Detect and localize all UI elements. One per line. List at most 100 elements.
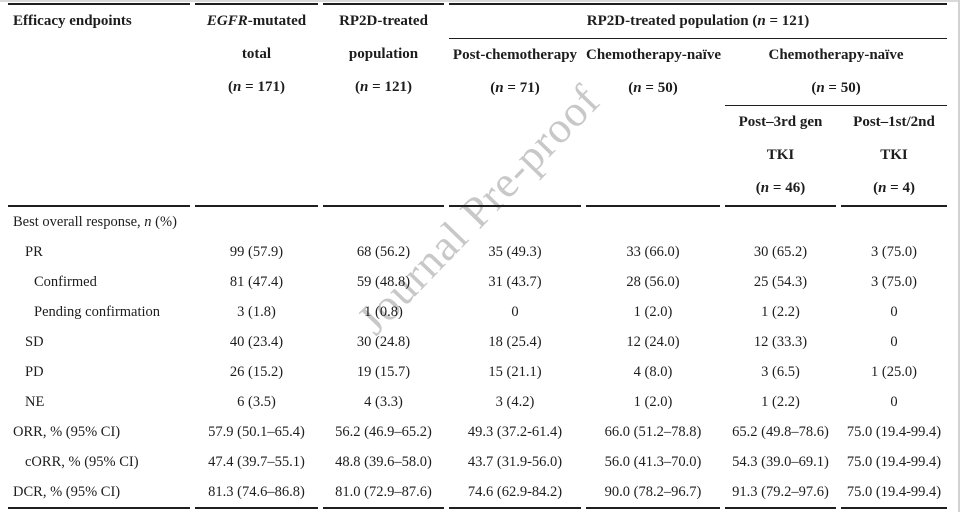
table-row-best-overall-response: Best overall response, n (%): [8, 207, 947, 237]
table-cell: 75.0 (19.4-99.4): [841, 477, 948, 509]
table-cell: 1 (2.0): [633, 393, 673, 410]
header-line: Chemotherapy-naïve: [725, 39, 947, 72]
header-line: EGFR-mutated: [195, 5, 318, 38]
row-label: cORR, % (95% CI): [8, 447, 190, 477]
row-label-text: SD: [25, 333, 44, 350]
row-label-text: Confirmed: [34, 273, 97, 290]
header-line: (n = 4): [841, 172, 947, 205]
table-row-pd: PD 26 (15.2) 19 (15.7) 15 (21.1) 4 (8.0)…: [8, 357, 947, 387]
row-label-text: ORR, % (95% CI): [13, 423, 121, 440]
table-cell: 91.3 (79.2–97.6): [725, 477, 836, 509]
table-cell: 12 (33.3): [753, 333, 808, 350]
table-cell: 48.8 (39.6–58.0): [335, 453, 432, 470]
header-egfr-mutated-total: EGFR-mutated total (n = 171): [195, 3, 318, 207]
table-cell: 59 (48.8): [356, 273, 411, 290]
table-cell: 0: [890, 393, 898, 410]
table-cell: 0: [511, 303, 519, 320]
row-label-text: cORR, % (95% CI): [25, 453, 139, 470]
table-cell: 30 (65.2): [753, 243, 808, 260]
table-cell: 40 (23.4): [229, 333, 284, 350]
table-cell: [195, 207, 318, 237]
table-cell: 3 (1.8): [237, 303, 276, 320]
efficacy-endpoints-table: Efficacy endpoints EGFR-mutated total (n…: [3, 3, 952, 509]
n-italic-text: n: [757, 13, 766, 29]
table-cell: 43.7 (31.9-56.0): [467, 453, 563, 470]
n-italic-text: n: [816, 80, 825, 96]
table-cell: 1 (2.0): [633, 303, 673, 320]
header-text: TKI: [766, 147, 795, 163]
header-text: Chemotherapy-naïve: [586, 47, 721, 63]
header-row-1: Efficacy endpoints EGFR-mutated total (n…: [8, 3, 948, 207]
header-line: TKI: [841, 139, 947, 172]
table-cell: 81.3 (74.6–86.8): [195, 477, 318, 509]
table-cell: 1 (2.2): [761, 393, 800, 410]
table-cell: 33 (66.0): [626, 243, 680, 260]
row-label-text: Best overall response,: [13, 213, 145, 230]
header-line: TKI: [725, 139, 836, 172]
header-text: RP2D-treated population (: [586, 13, 758, 29]
header-chemotherapy-naive: Chemotherapy-naïve (n = 50): [586, 39, 721, 207]
table-cell: 99 (57.9): [229, 243, 284, 260]
row-label-text: Pending confirmation: [34, 303, 161, 320]
row-label-text: PR: [25, 243, 43, 260]
table-cell: 35 (49.3): [488, 243, 542, 260]
header-text: = 50): [824, 80, 861, 96]
table-cell: 25 (54.3): [753, 273, 808, 290]
table-cell: 1 (25.0): [871, 363, 917, 380]
header-text: Post–3rd gen: [738, 114, 823, 130]
table-cell: 81 (47.4): [229, 273, 284, 290]
table-cell: 18 (25.4): [488, 333, 542, 350]
n-italic-text: n: [495, 80, 504, 96]
page-edge-right: [958, 0, 960, 512]
header-text: (: [490, 80, 496, 96]
row-label: SD: [8, 327, 190, 357]
header-chemotherapy-naive-span: Chemotherapy-naïve (n = 50): [725, 39, 948, 106]
table-cell: 4 (8.0): [633, 363, 673, 380]
table-cell: 54.3 (39.0–69.1): [732, 453, 829, 470]
header-line: (n = 46): [725, 172, 836, 205]
table-cell: 30 (24.8): [356, 333, 411, 350]
table-cell: 19 (15.7): [356, 363, 411, 380]
header-line: RP2D-treated: [323, 5, 444, 38]
n-italic-text: n: [360, 79, 369, 95]
row-label: Confirmed: [8, 267, 190, 297]
header-text: RP2D-treated: [339, 13, 428, 29]
header-text: Post–1st/2nd: [853, 114, 935, 130]
header-text: total: [241, 46, 272, 62]
header-text: = 121): [765, 13, 810, 29]
table-cell: 0: [890, 333, 898, 350]
table-header: Efficacy endpoints EGFR-mutated total (n…: [8, 3, 948, 207]
header-efficacy-endpoints: Efficacy endpoints: [8, 3, 190, 207]
header-line: (n = 50): [725, 72, 947, 105]
row-label: PR: [8, 237, 190, 267]
n-italic-text: n: [760, 180, 770, 196]
table-cell: 4 (3.3): [364, 393, 403, 410]
table-cell: 0: [890, 303, 898, 320]
header-rp2d-population-span: RP2D-treated population (n = 121): [449, 3, 948, 39]
header-text: Chemotherapy-naïve: [768, 47, 904, 63]
table-cell: 3 (75.0): [871, 243, 917, 260]
row-label: PD: [8, 357, 190, 387]
table-cell: 57.9 (50.1–65.4): [208, 423, 305, 440]
table-cell: 1 (0.8): [364, 303, 403, 320]
header-text: (: [811, 80, 817, 96]
table-cell: [449, 207, 581, 237]
row-label: NE: [8, 387, 190, 417]
table-cell: 49.3 (37.2-61.4): [467, 423, 563, 440]
header-text: (: [628, 80, 634, 96]
header-post-1st-2nd-tki: Post–1st/2nd TKI (n = 4): [841, 106, 948, 207]
header-text: (: [355, 79, 361, 95]
header-text: TKI: [880, 147, 908, 163]
header-text: (: [873, 180, 879, 196]
page-edge-top: [0, 0, 960, 2]
row-label: Best overall response, n (%): [8, 207, 190, 237]
row-label: ORR, % (95% CI): [8, 417, 190, 447]
table-cell: 81.0 (72.9–87.6): [323, 477, 444, 509]
header-line: total: [195, 38, 318, 71]
header-text: = 50): [641, 80, 678, 96]
header-rp2d-population: RP2D-treated population (n = 121): [323, 3, 444, 207]
table-cell: 75.0 (19.4-99.4): [846, 453, 942, 470]
header-row-2: Post-chemotherapy (n = 71) Chemotherapy-…: [8, 39, 948, 207]
table-cell: 31 (43.7): [488, 273, 542, 290]
table-cell: 3 (75.0): [871, 273, 917, 290]
